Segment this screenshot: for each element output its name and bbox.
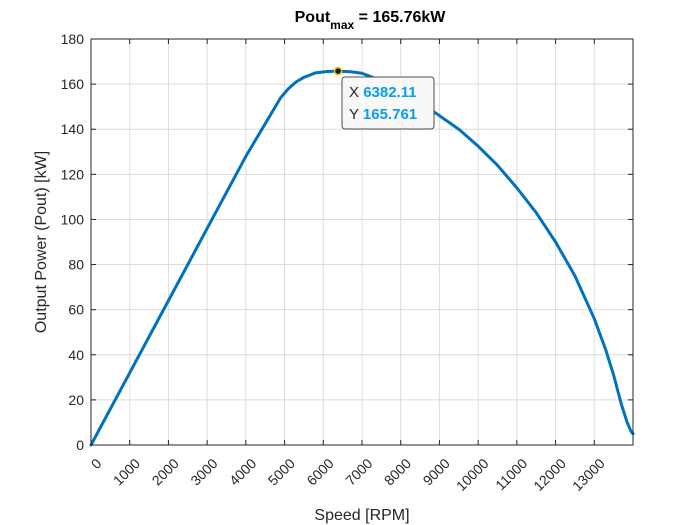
datatip-y-row: Y 165.761 <box>349 106 417 123</box>
datatip-y-key: Y <box>349 106 359 123</box>
y-axis-label: Output Power (Pout) [kW] <box>33 151 50 333</box>
datatip-x-key: X <box>349 84 359 101</box>
y-tick-label: 80 <box>68 257 84 273</box>
y-tick-label: 0 <box>76 437 84 453</box>
datatip-marker[interactable] <box>333 66 343 76</box>
title-subscript: max <box>330 18 354 32</box>
x-axis-label: Speed [RPM] <box>314 507 409 524</box>
svg-text:Poutmax = 165.76kW: Poutmax = 165.76kW <box>295 9 447 32</box>
y-tick-label: 20 <box>68 392 84 408</box>
y-tick-label: 120 <box>61 166 85 182</box>
datatip-x-row: X 6382.11 <box>349 84 417 101</box>
title-main: Pout <box>295 9 331 26</box>
y-tick-label: 180 <box>61 31 85 47</box>
y-tick-label: 140 <box>61 121 85 137</box>
datatip-box <box>341 76 435 130</box>
y-tick-labels: 0 20 40 60 80 100 120 140 160 180 <box>61 31 85 453</box>
y-tick-label: 160 <box>61 76 85 92</box>
datatip-y-value: 165.761 <box>363 106 417 123</box>
tick-marks <box>90 38 633 446</box>
y-tick-label: 100 <box>61 211 85 227</box>
y-tick-label: 60 <box>68 302 84 318</box>
title-suffix: = 165.76kW <box>354 9 446 26</box>
datatip[interactable]: X 6382.11 Y 165.761 <box>333 66 435 130</box>
y-tick-label: 40 <box>68 347 84 363</box>
chart-title: Poutmax = 165.76kW <box>295 9 447 32</box>
datatip-x-value: 6382.11 <box>363 84 416 101</box>
